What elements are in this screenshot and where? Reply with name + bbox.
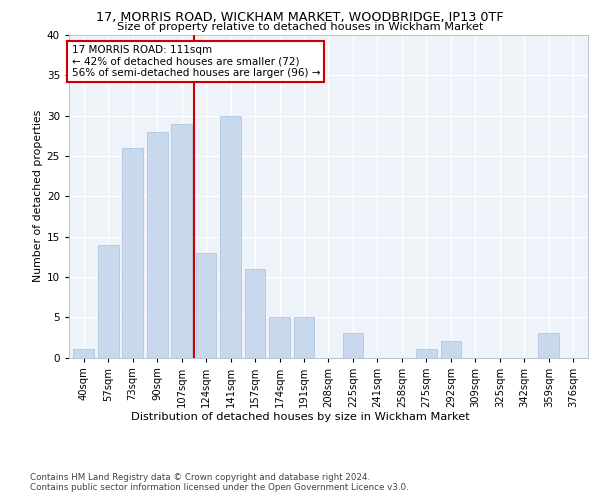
Bar <box>171 124 192 358</box>
Bar <box>73 350 94 358</box>
Y-axis label: Number of detached properties: Number of detached properties <box>32 110 43 282</box>
Bar <box>220 116 241 358</box>
Bar <box>196 252 217 358</box>
Bar <box>98 244 119 358</box>
Bar <box>538 334 559 357</box>
Bar <box>122 148 143 358</box>
Bar <box>293 317 314 358</box>
Text: Contains HM Land Registry data © Crown copyright and database right 2024.: Contains HM Land Registry data © Crown c… <box>30 472 370 482</box>
Bar <box>245 269 265 358</box>
Bar <box>269 317 290 358</box>
Text: 17, MORRIS ROAD, WICKHAM MARKET, WOODBRIDGE, IP13 0TF: 17, MORRIS ROAD, WICKHAM MARKET, WOODBRI… <box>96 11 504 24</box>
Text: 17 MORRIS ROAD: 111sqm
← 42% of detached houses are smaller (72)
56% of semi-det: 17 MORRIS ROAD: 111sqm ← 42% of detached… <box>71 44 320 78</box>
Text: Contains public sector information licensed under the Open Government Licence v3: Contains public sector information licen… <box>30 482 409 492</box>
Bar <box>440 342 461 357</box>
Text: Distribution of detached houses by size in Wickham Market: Distribution of detached houses by size … <box>131 412 469 422</box>
Bar <box>343 334 364 357</box>
Bar <box>147 132 167 358</box>
Bar <box>416 350 437 358</box>
Text: Size of property relative to detached houses in Wickham Market: Size of property relative to detached ho… <box>117 22 483 32</box>
